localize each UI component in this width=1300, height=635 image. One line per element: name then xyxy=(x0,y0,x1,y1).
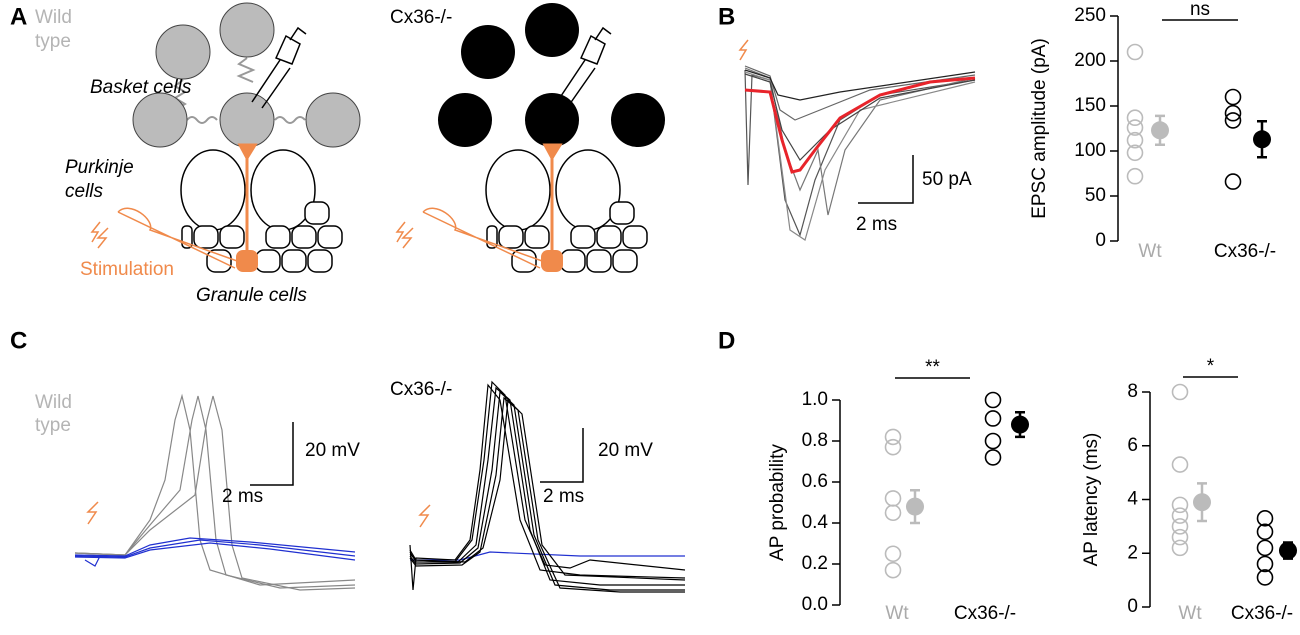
scale-label: 2 ms xyxy=(856,214,897,235)
data-point xyxy=(1256,569,1274,586)
data-point xyxy=(984,449,1002,466)
y-tick-label: 0.2 xyxy=(802,553,828,574)
mean-point xyxy=(1279,541,1297,560)
data-point xyxy=(884,545,902,563)
x-tick-label: Wt xyxy=(885,603,909,624)
data-point xyxy=(984,391,1002,409)
data-point xyxy=(1256,510,1274,527)
panel-label: A xyxy=(10,3,27,30)
data-point xyxy=(884,490,902,507)
y-axis-label: AP probability xyxy=(767,444,788,561)
y-tick-label: 250 xyxy=(1074,5,1106,26)
data-point xyxy=(1171,518,1189,535)
data-point xyxy=(1224,173,1242,190)
label: Purkinje xyxy=(65,157,134,178)
y-tick-label: 100 xyxy=(1074,140,1106,161)
epsc-traces xyxy=(738,39,976,241)
data-point xyxy=(1171,507,1189,524)
panel-label: D xyxy=(718,327,735,354)
y-tick-label: 0.6 xyxy=(802,471,828,492)
y-tick-label: 150 xyxy=(1074,95,1106,116)
scale-label: 20 mV xyxy=(305,440,360,461)
panel-label: C xyxy=(10,327,27,354)
data-point xyxy=(1126,109,1144,126)
label: Cx36-/- xyxy=(390,379,452,400)
panel-label: B xyxy=(718,3,735,30)
scale-label: 20 mV xyxy=(598,440,653,461)
data-point xyxy=(1171,539,1189,557)
data-point xyxy=(984,432,1002,450)
data-point xyxy=(984,410,1002,427)
ap-traces-wt xyxy=(74,393,356,591)
data-point xyxy=(884,561,902,579)
annotation: ns xyxy=(1190,0,1210,20)
label: Granule cells xyxy=(196,285,307,306)
mean-point xyxy=(1193,493,1211,512)
data-point xyxy=(1126,131,1144,149)
mean-point xyxy=(906,497,924,516)
data-point xyxy=(1171,528,1189,546)
mean-point xyxy=(1253,130,1271,149)
x-tick-label: Wt xyxy=(1178,603,1202,624)
data-point xyxy=(1126,167,1144,185)
y-tick-label: 0.0 xyxy=(802,594,828,615)
label: cells xyxy=(65,181,104,202)
y-tick-label: 6 xyxy=(1127,435,1138,456)
label: type xyxy=(35,31,71,52)
y-tick-label: 4 xyxy=(1127,489,1138,510)
data-point xyxy=(1256,555,1274,573)
label: Basket cells xyxy=(90,77,192,98)
data-point xyxy=(1256,539,1274,557)
label: Cx36-/- xyxy=(390,7,452,28)
x-tick-label: Cx36-/- xyxy=(954,603,1016,624)
diagram-wt xyxy=(90,2,361,273)
data-point xyxy=(1126,43,1144,61)
ap-traces-ko xyxy=(409,380,686,593)
annotation: ** xyxy=(925,357,940,378)
y-tick-label: 0.4 xyxy=(802,512,829,533)
x-tick-label: Wt xyxy=(1138,241,1162,262)
annotation: * xyxy=(1207,356,1215,377)
x-tick-label: Cx36-/- xyxy=(1231,603,1293,624)
label: Stimulation xyxy=(80,259,174,280)
diagram-ko xyxy=(395,3,665,273)
data-point xyxy=(1224,104,1242,122)
mean-point xyxy=(1011,415,1029,434)
mean-point xyxy=(1151,121,1169,140)
y-axis-label: EPSC amplitude (pA) xyxy=(1029,38,1050,219)
data-point xyxy=(1224,88,1242,106)
data-point xyxy=(1224,112,1242,129)
y-tick-label: 0 xyxy=(1095,230,1106,251)
data-point xyxy=(1256,523,1274,541)
scale-label: 2 ms xyxy=(543,486,584,507)
scale-label: 2 ms xyxy=(222,486,263,507)
data-point xyxy=(884,504,902,522)
data-point xyxy=(1126,119,1144,136)
data-point xyxy=(884,428,902,446)
y-axis-label: AP latency (ms) xyxy=(1081,433,1102,567)
data-point xyxy=(1171,456,1189,473)
label: Wild xyxy=(35,392,72,413)
data-point xyxy=(1171,496,1189,514)
y-tick-label: 2 xyxy=(1127,542,1138,563)
label: type xyxy=(35,415,71,436)
scale-label: 50 pA xyxy=(922,169,972,190)
y-tick-label: 50 xyxy=(1085,185,1106,206)
x-tick-label: Cx36-/- xyxy=(1214,241,1276,262)
data-point xyxy=(1171,383,1189,401)
y-tick-label: 0.8 xyxy=(802,430,828,451)
label: Wild xyxy=(35,7,72,28)
data-point xyxy=(1126,144,1144,162)
y-tick-label: 1.0 xyxy=(802,389,828,410)
data-point xyxy=(884,438,902,456)
y-tick-label: 8 xyxy=(1127,381,1138,402)
y-tick-label: 200 xyxy=(1074,50,1106,71)
y-tick-label: 0 xyxy=(1127,596,1138,617)
